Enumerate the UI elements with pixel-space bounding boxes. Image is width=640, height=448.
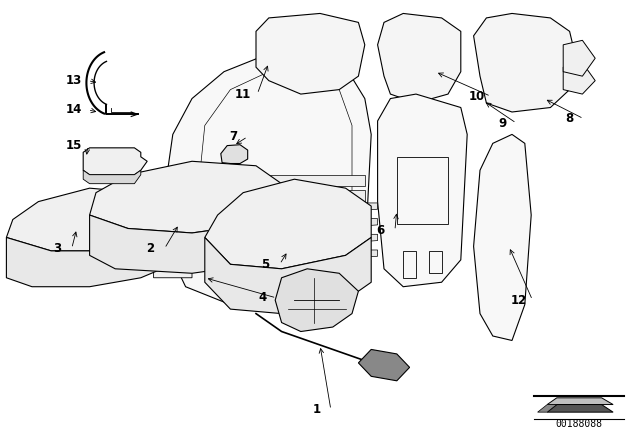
Polygon shape bbox=[563, 40, 595, 76]
Text: 2: 2 bbox=[147, 242, 154, 255]
Polygon shape bbox=[154, 235, 173, 243]
Polygon shape bbox=[179, 253, 365, 264]
Polygon shape bbox=[83, 170, 141, 184]
Polygon shape bbox=[221, 145, 248, 164]
Polygon shape bbox=[83, 148, 147, 175]
Text: 8: 8 bbox=[566, 112, 573, 125]
Polygon shape bbox=[154, 188, 173, 196]
Polygon shape bbox=[547, 405, 613, 412]
Polygon shape bbox=[378, 94, 467, 287]
Text: 1: 1 bbox=[313, 403, 321, 417]
Polygon shape bbox=[358, 349, 410, 381]
Text: 00188088: 00188088 bbox=[556, 419, 603, 429]
Polygon shape bbox=[154, 220, 173, 228]
Polygon shape bbox=[378, 13, 461, 103]
Polygon shape bbox=[179, 222, 365, 233]
Polygon shape bbox=[6, 188, 173, 251]
Text: 10: 10 bbox=[468, 90, 485, 103]
Polygon shape bbox=[179, 175, 365, 186]
Text: 14: 14 bbox=[65, 103, 82, 116]
Polygon shape bbox=[205, 179, 371, 269]
Polygon shape bbox=[256, 13, 365, 94]
Polygon shape bbox=[90, 206, 282, 273]
Text: 15: 15 bbox=[65, 139, 82, 152]
Polygon shape bbox=[179, 190, 365, 202]
Polygon shape bbox=[358, 250, 378, 258]
Polygon shape bbox=[154, 204, 173, 212]
Polygon shape bbox=[474, 134, 531, 340]
Text: 13: 13 bbox=[65, 74, 82, 87]
Text: 5: 5 bbox=[262, 258, 269, 271]
Polygon shape bbox=[538, 405, 557, 412]
Polygon shape bbox=[166, 54, 371, 305]
Polygon shape bbox=[179, 237, 365, 249]
Text: 7: 7 bbox=[230, 130, 237, 143]
Polygon shape bbox=[6, 224, 173, 287]
Polygon shape bbox=[179, 206, 365, 217]
Circle shape bbox=[228, 151, 239, 159]
Text: 6: 6 bbox=[377, 224, 385, 237]
Polygon shape bbox=[563, 63, 595, 94]
Polygon shape bbox=[358, 203, 378, 211]
Polygon shape bbox=[547, 398, 613, 405]
Polygon shape bbox=[275, 269, 358, 332]
Polygon shape bbox=[205, 237, 371, 314]
Polygon shape bbox=[154, 251, 173, 259]
Text: 3: 3 bbox=[54, 242, 61, 255]
Text: 9: 9 bbox=[499, 116, 506, 130]
Text: 11: 11 bbox=[235, 87, 252, 101]
Text: 4: 4 bbox=[259, 291, 266, 305]
Polygon shape bbox=[154, 179, 192, 278]
Polygon shape bbox=[154, 172, 173, 181]
Polygon shape bbox=[474, 13, 576, 112]
Polygon shape bbox=[358, 234, 378, 242]
Polygon shape bbox=[90, 161, 282, 233]
Polygon shape bbox=[358, 219, 378, 226]
Text: 12: 12 bbox=[510, 293, 527, 307]
